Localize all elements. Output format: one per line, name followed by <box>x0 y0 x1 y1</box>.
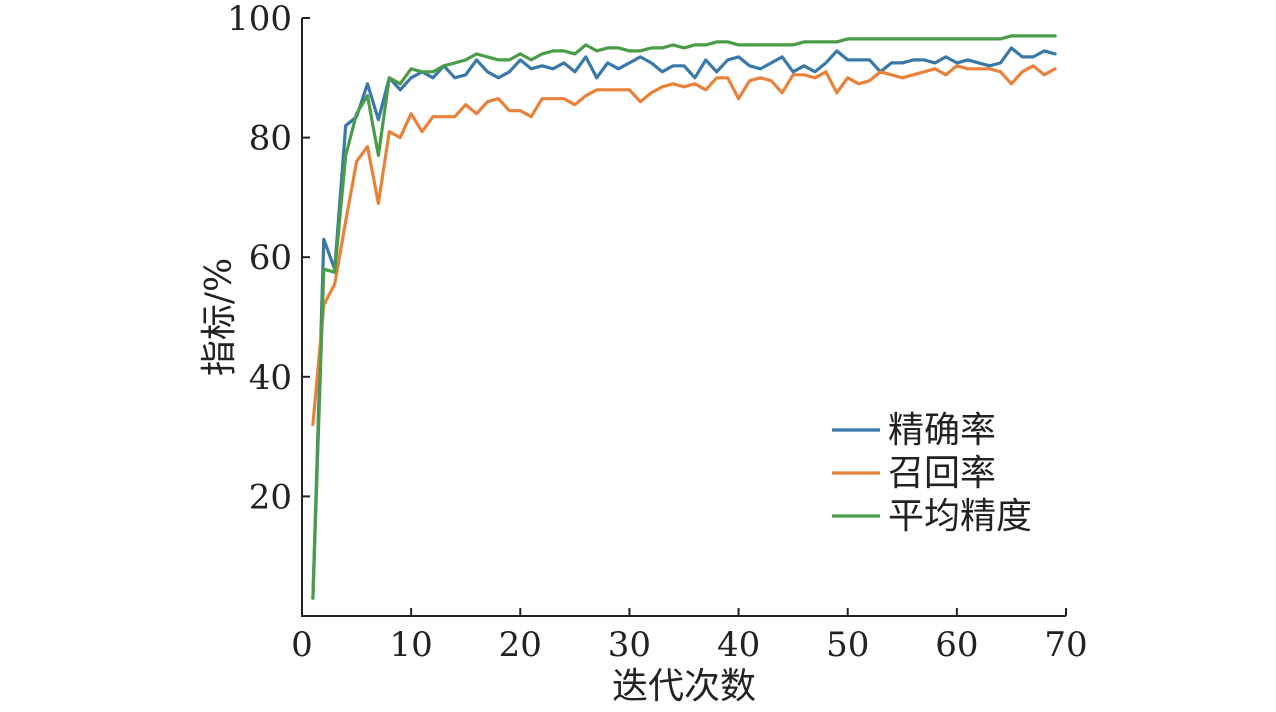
x-axis-label: 迭代次数 <box>612 666 756 707</box>
y-tick-label: 40 <box>249 358 292 398</box>
x-tick-label: 30 <box>608 625 651 665</box>
x-tick-label: 40 <box>717 625 760 665</box>
chart-axes: 0 10 20 30 40 50 60 70 20 40 60 80 100 <box>227 0 1088 665</box>
series-line-1 <box>311 64 1057 427</box>
y-axis-label: 指标/% <box>199 258 240 376</box>
x-tick-label: 50 <box>826 625 869 665</box>
series-line-2 <box>311 34 1057 600</box>
y-tick-label: 80 <box>249 119 292 159</box>
x-tick-label: 20 <box>499 625 542 665</box>
x-tick-label: 60 <box>935 625 978 665</box>
series-line-0 <box>311 46 1057 600</box>
legend-label-2: 平均精度 <box>888 496 1032 537</box>
y-tick-label: 60 <box>249 238 292 278</box>
x-tick-label: 0 <box>291 625 313 665</box>
x-tick-label: 70 <box>1044 625 1087 665</box>
legend-label-1: 召回率 <box>888 453 996 494</box>
legend-label-0: 精确率 <box>888 410 996 451</box>
y-tick-label: 20 <box>249 477 292 517</box>
y-tick-label: 100 <box>227 0 292 39</box>
x-tick-label: 10 <box>390 625 433 665</box>
series-layer <box>311 34 1057 600</box>
